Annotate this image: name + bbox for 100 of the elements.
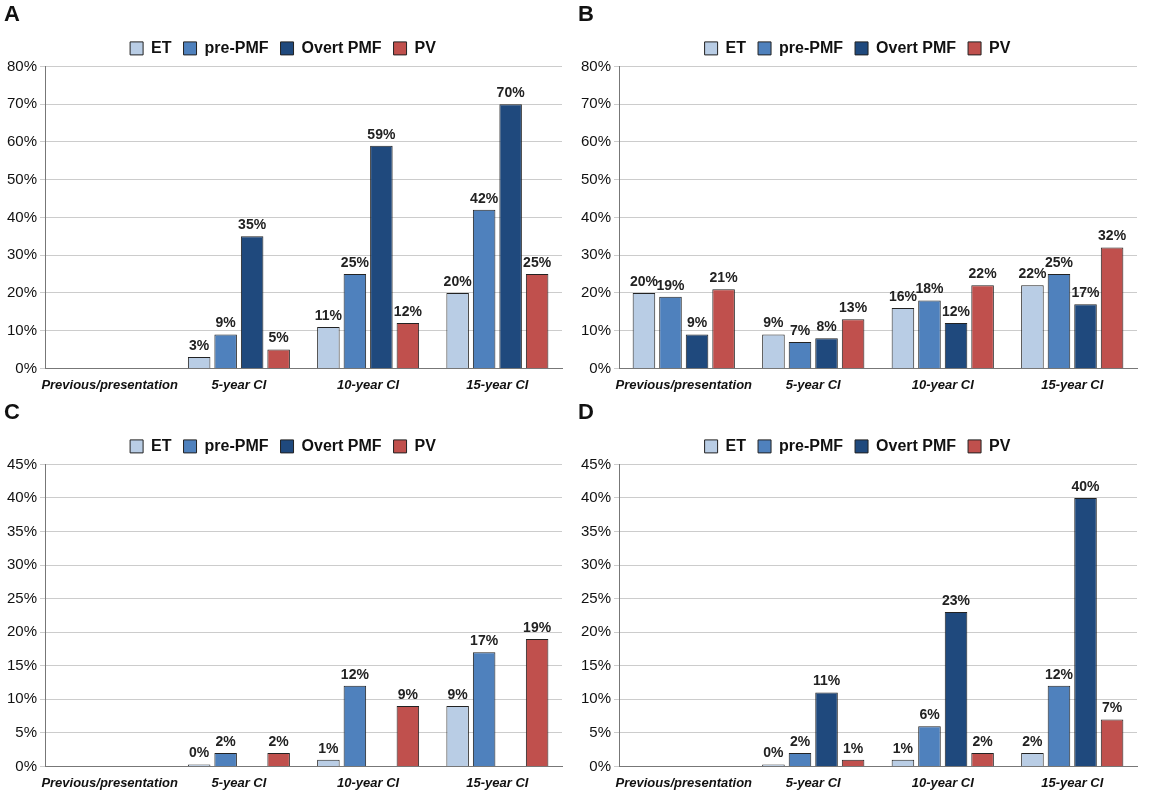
x-tick-label: Previous/presentation xyxy=(41,774,178,790)
y-tick-label: 10% xyxy=(580,320,612,338)
legend-label: ET xyxy=(151,38,172,56)
data-label: 25% xyxy=(340,253,370,270)
y-tick-label: 30% xyxy=(6,245,38,263)
y-tick-label: 0% xyxy=(589,358,612,376)
legend-label: Overt PMF xyxy=(301,38,382,56)
data-label: 12% xyxy=(1044,665,1074,682)
y-tick-label: 25% xyxy=(6,588,38,606)
legend-label: Overt PMF xyxy=(876,38,957,56)
x-tick-label: 10-year CI xyxy=(911,774,975,790)
y-tick-label: 70% xyxy=(6,94,38,112)
y-tick-label: 30% xyxy=(580,555,612,573)
legend-label: PV xyxy=(414,38,437,56)
x-tick-label: 10-year CI xyxy=(911,376,975,392)
data-label: 22% xyxy=(968,265,998,282)
y-tick-label: 20% xyxy=(6,622,38,640)
x-tick-label: Previous/presentation xyxy=(615,774,753,790)
x-tick-label: 5-year CI xyxy=(211,774,267,790)
y-tick-label: 25% xyxy=(580,588,612,606)
data-label: 9% xyxy=(763,314,785,331)
data-label: 7% xyxy=(1101,699,1123,716)
y-tick-label: 40% xyxy=(6,207,38,225)
data-label: 2% xyxy=(972,732,994,749)
data-label: 32% xyxy=(1098,227,1127,244)
data-label: 1% xyxy=(892,739,914,756)
y-tick-label: 15% xyxy=(580,655,612,673)
y-tick-label: 60% xyxy=(580,132,612,150)
x-tick-label: 10-year CI xyxy=(337,774,400,790)
y-tick-label: 5% xyxy=(15,722,38,740)
chart-title: C xyxy=(4,399,20,425)
data-label: 2% xyxy=(789,732,811,749)
y-tick-label: 45% xyxy=(6,454,38,472)
data-label: 9% xyxy=(447,685,469,702)
data-label: 0% xyxy=(763,744,785,761)
data-label: 9% xyxy=(686,314,708,331)
y-tick-label: 10% xyxy=(6,689,38,707)
data-label: 2% xyxy=(215,732,237,749)
data-label: 6% xyxy=(919,705,941,722)
legend-label: ET xyxy=(151,436,172,454)
legend-label: Overt PMF xyxy=(301,436,382,454)
x-tick-label: 5-year CI xyxy=(785,774,842,790)
legend-label: pre-PMF xyxy=(204,38,269,56)
y-tick-label: 0% xyxy=(589,756,612,774)
data-label: 25% xyxy=(1044,253,1074,270)
data-label: 12% xyxy=(340,665,370,682)
data-label: 2% xyxy=(268,732,290,749)
y-tick-label: 20% xyxy=(6,283,38,301)
y-tick-label: 20% xyxy=(580,283,612,301)
y-tick-label: 40% xyxy=(580,207,612,225)
data-label: 13% xyxy=(839,299,868,316)
data-label: 12% xyxy=(393,302,423,319)
chart-title: B xyxy=(578,1,594,27)
data-label: 1% xyxy=(318,739,340,756)
y-tick-label: 10% xyxy=(6,320,38,338)
y-tick-label: 35% xyxy=(580,521,612,539)
x-tick-label: 15-year CI xyxy=(1041,774,1104,790)
legend-label: ET xyxy=(725,38,747,56)
legend-label: pre-PMF xyxy=(204,436,269,454)
legend-label: PV xyxy=(989,38,1011,56)
data-label: 42% xyxy=(470,189,499,206)
legend-label: PV xyxy=(989,436,1011,454)
data-label: 12% xyxy=(942,302,971,319)
data-label: 59% xyxy=(367,125,396,142)
legend-label: ET xyxy=(725,436,747,454)
y-tick-label: 50% xyxy=(6,169,38,187)
x-tick-label: 5-year CI xyxy=(785,376,842,392)
x-tick-label: 15-year CI xyxy=(1041,376,1104,392)
data-label: 40% xyxy=(1071,477,1101,494)
y-tick-label: 0% xyxy=(15,756,38,774)
x-tick-label: 5-year CI xyxy=(211,376,267,392)
data-label: 8% xyxy=(816,318,838,335)
data-label: 19% xyxy=(523,618,552,635)
data-label: 9% xyxy=(397,685,419,702)
y-tick-label: 0% xyxy=(15,358,38,376)
x-tick-label: 15-year CI xyxy=(466,376,529,392)
y-tick-label: 40% xyxy=(580,488,612,506)
data-label: 70% xyxy=(496,84,526,101)
data-label: 21% xyxy=(709,268,739,285)
x-tick-label: Previous/presentation xyxy=(615,376,753,392)
data-label: 25% xyxy=(523,253,552,270)
chart-title: D xyxy=(578,399,594,425)
data-label: 17% xyxy=(470,632,499,649)
data-label: 11% xyxy=(812,672,841,689)
legend-label: pre-PMF xyxy=(779,38,844,56)
data-label: 19% xyxy=(656,276,686,293)
y-tick-label: 30% xyxy=(580,245,612,263)
data-label: 2% xyxy=(1022,732,1044,749)
legend-label: pre-PMF xyxy=(779,436,844,454)
y-tick-label: 15% xyxy=(6,655,38,673)
data-label: 17% xyxy=(1071,284,1101,301)
legend-label: Overt PMF xyxy=(876,436,957,454)
y-tick-label: 60% xyxy=(6,132,38,150)
y-tick-label: 80% xyxy=(6,56,38,74)
y-tick-label: 80% xyxy=(580,56,612,74)
data-label: 3% xyxy=(189,336,210,353)
data-label: 0% xyxy=(189,744,210,761)
legend-label: PV xyxy=(414,436,437,454)
y-tick-label: 30% xyxy=(6,555,38,573)
y-tick-label: 50% xyxy=(580,169,612,187)
